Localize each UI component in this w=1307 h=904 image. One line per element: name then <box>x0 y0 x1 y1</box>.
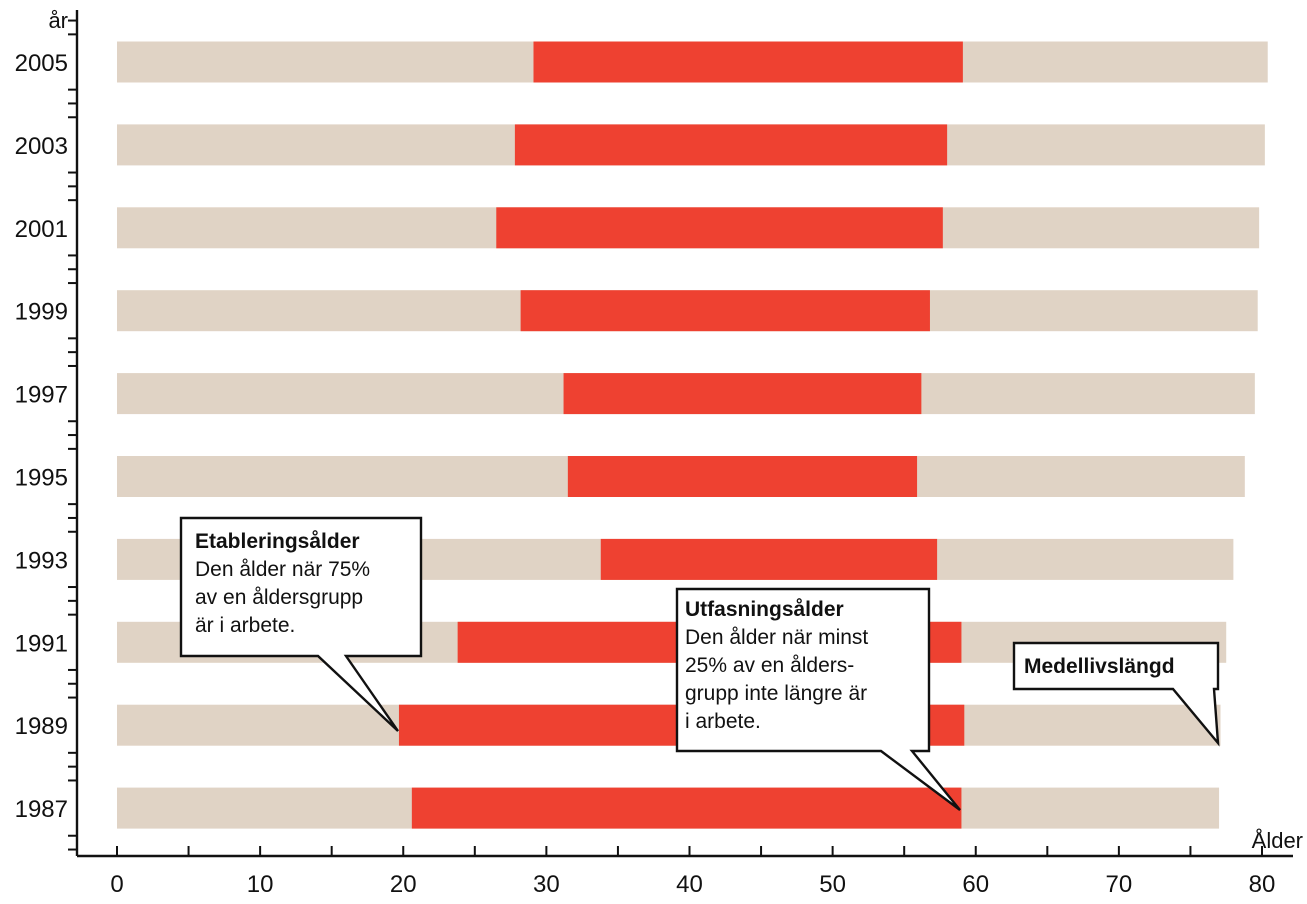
bar-working-span-1995 <box>567 456 918 497</box>
callout-medellivslangd-shape <box>1012 641 1220 747</box>
y-tick-label-1999: 1999 <box>15 299 68 326</box>
x-tick-label-60: 60 <box>962 871 989 898</box>
y-tick-label-1989: 1989 <box>15 713 68 740</box>
y-tick-label-1997: 1997 <box>15 382 68 409</box>
y-tick-label-2001: 2001 <box>15 216 68 243</box>
x-tick-label-20: 20 <box>390 871 417 898</box>
y-tick-label-1995: 1995 <box>15 465 68 492</box>
y-axis: 2005 2003 2001 1999 1997 1995 1993 1991 1989 1987 <box>15 19 77 851</box>
y-tick-label-1987: 1987 <box>15 796 68 823</box>
y-tick-label-2003: 2003 <box>15 133 68 160</box>
callout-etableringsalder-line-3: är i arbete. <box>195 614 295 637</box>
bar-working-span-2003 <box>514 124 948 166</box>
bar-working-span-2005 <box>533 41 963 83</box>
callouts-layer: Etableringsålder Den ålder när 75% av en… <box>179 516 1220 811</box>
axes-layer: 2005 2003 2001 1999 1997 1995 1993 1991 1989 1987… <box>15 8 1303 898</box>
callout-etableringsalder-line-2: av en åldersgrupp <box>195 586 363 609</box>
x-tick-label-80: 80 <box>1249 871 1276 898</box>
callout-medellivslangd-title: Medellivslängd <box>1024 655 1175 678</box>
callout-medellivslangd: Medellivslängd <box>1012 641 1220 747</box>
callout-etableringsalder: Etableringsålder Den ålder när 75% av en… <box>179 516 423 732</box>
callout-utfasningsalder-line-3: grupp inte längre är <box>685 682 867 705</box>
y-tick-label-1993: 1993 <box>15 547 68 574</box>
callout-utfasningsalder-title: Utfasningsålder <box>685 598 844 621</box>
bar-working-span-2001 <box>496 207 943 249</box>
bars-layer <box>117 41 1268 829</box>
x-axis: 0 10 20 30 40 50 60 70 80 <box>110 846 1275 898</box>
y-tick-label-2005: 2005 <box>15 50 68 77</box>
callout-utfasningsalder-line-1: Den ålder när minst <box>685 626 868 649</box>
callout-etableringsalder-line-1: Den ålder när 75% <box>195 558 370 581</box>
callout-etableringsalder-title: Etableringsålder <box>195 530 360 553</box>
y-tick-label-1991: 1991 <box>15 630 68 657</box>
x-tick-label-10: 10 <box>247 871 274 898</box>
callout-utfasningsalder-line-4: i arbete. <box>685 710 761 733</box>
y-axis-title: år <box>48 8 68 33</box>
bar-working-span-1987 <box>411 787 962 829</box>
callout-etableringsalder-shape <box>179 516 423 732</box>
bar-working-span-1997 <box>563 373 922 415</box>
bar-working-span-1993 <box>600 538 938 580</box>
x-axis-title: Ålder <box>1252 828 1303 853</box>
callout-utfasningsalder-shape <box>675 587 961 811</box>
callout-utfasningsalder: Utfasningsålder Den ålder när minst 25% … <box>675 587 961 811</box>
bar-working-span-1999 <box>520 290 930 332</box>
x-tick-label-50: 50 <box>819 871 846 898</box>
callout-utfasningsalder-line-2: 25% av en ålders- <box>685 654 854 677</box>
x-tick-label-40: 40 <box>676 871 703 898</box>
x-tick-label-30: 30 <box>533 871 560 898</box>
x-tick-label-70: 70 <box>1106 871 1133 898</box>
x-tick-label-0: 0 <box>110 871 123 898</box>
